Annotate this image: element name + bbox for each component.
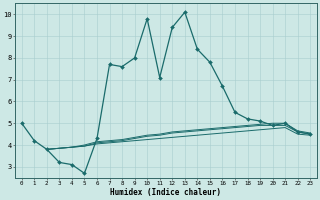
- X-axis label: Humidex (Indice chaleur): Humidex (Indice chaleur): [110, 188, 221, 197]
